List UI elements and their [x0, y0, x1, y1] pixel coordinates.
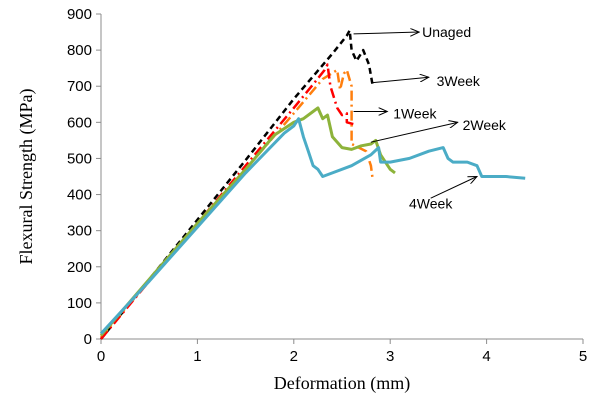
annotation-arrow — [372, 77, 429, 84]
series-line-2week — [99, 106, 396, 337]
y-tick-label: 800 — [67, 42, 92, 59]
x-axis-title: Deformation (mm) — [274, 373, 410, 394]
x-tick-label: 1 — [193, 348, 201, 365]
y-tick-label: 100 — [67, 295, 92, 312]
x-tick-label: 4 — [482, 348, 490, 365]
y-tick-label: 600 — [67, 114, 92, 131]
tick-labels: 0 1 2 3 4 5 0 100 200 300 400 500 600 700 800 900 — [67, 6, 587, 365]
x-tick-label: 2 — [290, 348, 298, 365]
y-tick-label: 400 — [67, 187, 92, 204]
series-line-4week — [99, 117, 526, 335]
series-line-1week — [100, 63, 354, 340]
annotation-label-1week: 1Week — [393, 105, 437, 121]
y-tick-label: 300 — [67, 223, 92, 240]
series-line-unaged — [100, 29, 375, 340]
annotation-arrow — [370, 122, 458, 143]
series-line-3week — [100, 68, 375, 339]
annotation-label-4week: 4Week — [409, 196, 453, 212]
x-tick-label: 0 — [97, 348, 105, 365]
x-tick-label: 3 — [386, 348, 394, 365]
y-tick-label: 500 — [67, 150, 92, 167]
y-tick-label: 700 — [67, 78, 92, 95]
annotation-arrow — [353, 32, 420, 34]
annotation-label-2week: 2Week — [463, 117, 507, 133]
y-tick-label: 0 — [84, 331, 92, 348]
y-tick-label: 200 — [67, 259, 92, 276]
x-tick-label: 5 — [579, 348, 587, 365]
annotation-label-unaged: Unaged — [422, 24, 471, 40]
series-lines — [99, 29, 526, 340]
annotation-label-3week: 3Week — [437, 73, 481, 89]
axes — [100, 14, 583, 340]
y-tick-label: 900 — [67, 6, 92, 23]
annotation-arrow — [430, 177, 477, 199]
y-axis-title: Flexural Strength (MPa) — [16, 89, 37, 265]
